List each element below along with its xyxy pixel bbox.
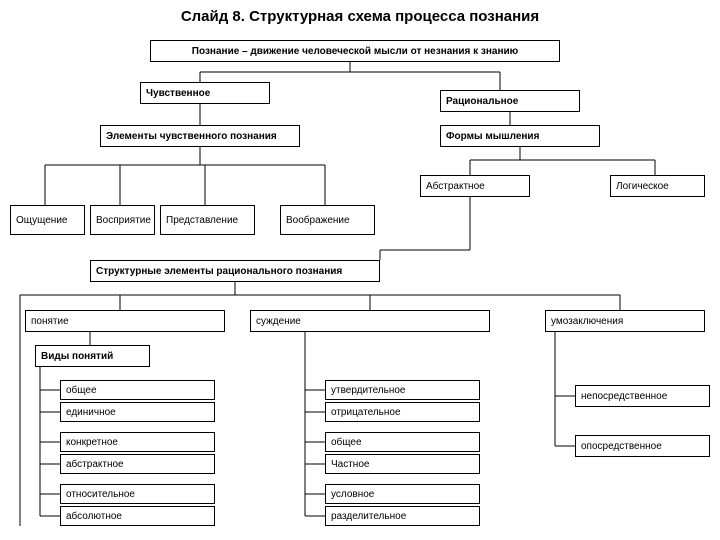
sensory-box: Чувственное [140,82,270,104]
representation-box: Представление [160,205,255,235]
absolute-box: абсолютное [60,506,215,526]
relative-box: относительное [60,484,215,504]
definition-box: Познание – движение человеческой мысли о… [150,40,560,62]
thought-forms-box: Формы мышления [440,125,600,147]
indirect-box: опосредственное [575,435,710,457]
page-title: Слайд 8. Структурная схема процесса позн… [0,8,720,25]
affirmative-box: утвердительное [325,380,480,400]
negative-box: отрицательное [325,402,480,422]
perception-box: Восприятие [90,205,155,235]
rational-box: Рациональное [440,90,580,112]
singular-box: единичное [60,402,215,422]
abstract-box: Абстрактное [420,175,530,197]
j-general-box: общее [325,432,480,452]
logical-box: Логическое [610,175,705,197]
inference-box: умозаключения [545,310,705,332]
concept-box: понятие [25,310,225,332]
general-box: общее [60,380,215,400]
particular-box: Частное [325,454,480,474]
concrete-box: конкретное [60,432,215,452]
judgment-box: суждение [250,310,490,332]
imagination-box: Воображение [280,205,375,235]
structural-elements-box: Структурные элементы рационального позна… [90,260,380,282]
abstract-c-box: абстрактное [60,454,215,474]
direct-box: непосредственное [575,385,710,407]
conditional-box: условное [325,484,480,504]
disjunctive-box: разделительное [325,506,480,526]
sensory-elements-box: Элементы чувственного познания [100,125,300,147]
concept-types-box: Виды понятий [35,345,150,367]
sensation-box: Ощущение [10,205,85,235]
